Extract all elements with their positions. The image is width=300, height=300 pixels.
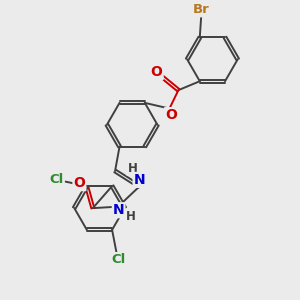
- Text: Cl: Cl: [111, 253, 125, 266]
- Text: H: H: [126, 210, 136, 223]
- Text: Cl: Cl: [50, 173, 64, 186]
- Text: O: O: [74, 176, 85, 190]
- Text: H: H: [128, 162, 137, 175]
- Text: O: O: [151, 65, 163, 79]
- Text: N: N: [113, 203, 124, 217]
- Text: O: O: [165, 108, 177, 122]
- Text: Br: Br: [193, 3, 210, 16]
- Text: N: N: [134, 173, 145, 187]
